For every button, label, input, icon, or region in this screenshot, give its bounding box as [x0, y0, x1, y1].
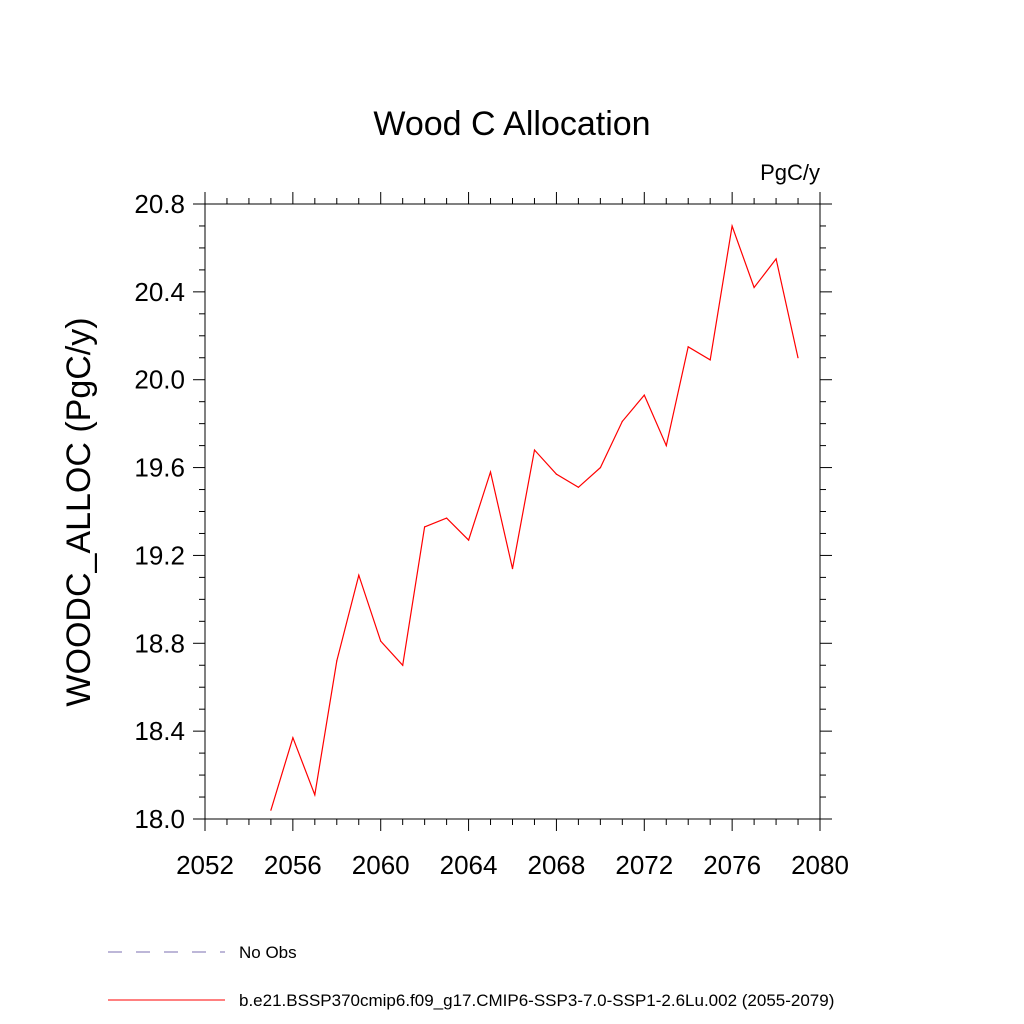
- data-point: [687, 346, 689, 348]
- y-tick-label: 18.4: [134, 716, 185, 746]
- x-tick-label: 2064: [440, 850, 498, 880]
- x-tick-label: 2068: [528, 850, 586, 880]
- y-tick-label: 20.8: [134, 189, 185, 219]
- data-point: [336, 660, 338, 662]
- units-label: PgC/y: [760, 160, 820, 185]
- data-point: [358, 574, 360, 576]
- data-point: [665, 445, 667, 447]
- x-tick-label: 2060: [352, 850, 410, 880]
- legend-label: No Obs: [239, 943, 297, 962]
- data-point: [380, 640, 382, 642]
- data-point: [731, 225, 733, 227]
- y-tick-label: 18.0: [134, 804, 185, 834]
- data-point: [292, 737, 294, 739]
- y-tick-label: 18.8: [134, 628, 185, 658]
- y-tick-label: 20.4: [134, 277, 185, 307]
- data-point: [402, 664, 404, 666]
- chart-title: Wood C Allocation: [373, 105, 650, 143]
- data-point: [270, 809, 272, 811]
- series-line: [270, 223, 799, 811]
- data-point: [577, 486, 580, 488]
- data-point: [446, 517, 448, 519]
- data-point: [489, 471, 492, 473]
- data-point: [555, 473, 558, 475]
- data-point: [775, 258, 777, 260]
- data-point: [424, 526, 426, 528]
- y-axis-label: WOODC_ALLOC (PgC/y): [60, 317, 98, 706]
- data-point: [511, 568, 514, 570]
- data-point: [533, 449, 536, 451]
- legend: No Obs b.e21.BSSP370cmip6.f09_g17.CMIP6-S…: [108, 943, 834, 1010]
- axis-tick-labels: 2052 2056 2060 2064 2068 2072 2076 2080 18.0 18.4…: [134, 189, 849, 880]
- data-point: [643, 394, 645, 396]
- data-point: [753, 286, 755, 289]
- x-tick-label: 2080: [791, 850, 849, 880]
- data-point: [621, 420, 623, 422]
- y-tick-label: 19.6: [134, 453, 185, 483]
- axis-ticks: [193, 192, 832, 831]
- x-tick-label: 2072: [615, 850, 673, 880]
- x-tick-label: 2076: [703, 850, 761, 880]
- data-point: [314, 794, 316, 796]
- data-point: [599, 467, 602, 469]
- x-tick-label: 2052: [176, 850, 234, 880]
- series-group: [270, 223, 799, 811]
- data-point: [797, 357, 799, 359]
- legend-label: b.e21.BSSP370cmip6.f09_g17.CMIP6-SSP3-7.…: [239, 991, 834, 1010]
- x-tick-label: 2056: [264, 850, 322, 880]
- data-point: [468, 539, 470, 541]
- y-tick-label: 20.0: [134, 365, 185, 395]
- plot-frame: [204, 203, 821, 820]
- data-point: [709, 359, 711, 361]
- y-tick-label: 19.2: [134, 540, 185, 570]
